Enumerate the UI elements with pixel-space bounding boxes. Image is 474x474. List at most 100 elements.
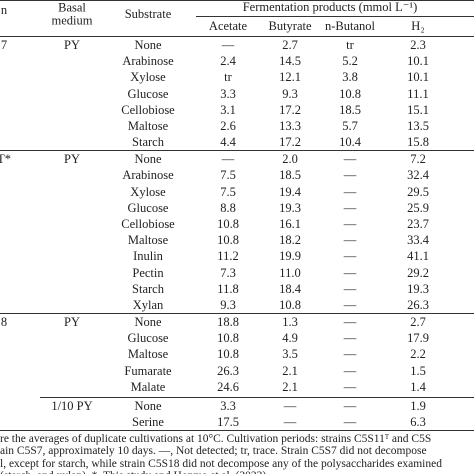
substrate: Glucose bbox=[127, 330, 169, 345]
value-cell: 3.5 bbox=[282, 347, 298, 362]
value-cell: 13.5 bbox=[407, 118, 429, 133]
value-cell: 10.8 bbox=[217, 347, 239, 362]
value-cell: 26.3 bbox=[407, 297, 429, 312]
value-cell: 2.4 bbox=[220, 53, 236, 68]
strain: 7 bbox=[0, 37, 8, 52]
value-cell: 19.3 bbox=[407, 281, 429, 296]
value-cell: — bbox=[343, 265, 357, 280]
value-cell: 11.8 bbox=[217, 281, 239, 296]
footnote-line: ain C5S7, approximately 10 days. —, Not … bbox=[0, 445, 427, 458]
value-cell: — bbox=[343, 232, 357, 247]
column-header: Butyrate bbox=[268, 18, 312, 33]
substrate-header: Substrate bbox=[124, 6, 172, 21]
value-cell: 2.7 bbox=[410, 314, 426, 329]
value-cell: 18.5 bbox=[279, 168, 301, 183]
substrate: Starch bbox=[132, 134, 164, 149]
strain-header: n bbox=[0, 2, 8, 17]
value-cell: — bbox=[343, 414, 357, 429]
substrate: None bbox=[134, 37, 162, 52]
footnote-line: re the averages of duplicate cultivation… bbox=[0, 433, 432, 446]
column-header: Acetate bbox=[208, 18, 248, 33]
value-cell: 2.6 bbox=[220, 118, 236, 133]
value-cell: — bbox=[343, 398, 357, 413]
value-cell: 3.8 bbox=[342, 70, 358, 85]
value-cell: 41.1 bbox=[407, 249, 429, 264]
rule bbox=[0, 36, 474, 37]
value-cell: 17.2 bbox=[279, 134, 301, 149]
value-cell: — bbox=[343, 347, 357, 362]
value-cell: — bbox=[343, 216, 357, 231]
value-cell: 14.5 bbox=[279, 53, 301, 68]
value-cell: 1.4 bbox=[410, 379, 426, 394]
value-cell: 9.3 bbox=[220, 297, 236, 312]
rule bbox=[40, 397, 474, 398]
value-cell: 19.9 bbox=[279, 249, 301, 264]
value-cell: tr bbox=[224, 70, 232, 85]
value-cell: 26.3 bbox=[217, 363, 239, 378]
substrate: Glucose bbox=[127, 86, 169, 101]
value-cell: — bbox=[221, 37, 235, 52]
value-cell: 1.3 bbox=[282, 314, 298, 329]
value-cell: 17.5 bbox=[217, 414, 239, 429]
value-cell: 13.3 bbox=[279, 118, 301, 133]
substrate: Arabinose bbox=[122, 168, 174, 183]
value-cell: 18.4 bbox=[279, 281, 301, 296]
value-cell: 7.3 bbox=[220, 265, 236, 280]
substrate: None bbox=[134, 151, 162, 166]
value-cell: 10.8 bbox=[279, 297, 301, 312]
value-cell: — bbox=[343, 379, 357, 394]
substrate: None bbox=[134, 314, 162, 329]
rule bbox=[0, 430, 474, 432]
value-cell: 19.3 bbox=[279, 200, 301, 215]
basal-medium: 1/10 PY bbox=[51, 398, 93, 413]
rule bbox=[0, 0, 474, 1]
value-cell: — bbox=[343, 330, 357, 345]
value-cell: — bbox=[343, 281, 357, 296]
value-cell: 17.9 bbox=[407, 330, 429, 345]
value-cell: 17.2 bbox=[279, 102, 301, 117]
substrate: Cellobiose bbox=[121, 216, 175, 231]
substrate: Maltose bbox=[127, 347, 169, 362]
footnote-line: l, except for starch, while strain C5S18… bbox=[0, 457, 442, 470]
value-cell: 2.0 bbox=[282, 151, 298, 166]
value-cell: — bbox=[343, 297, 357, 312]
value-cell: 7.5 bbox=[220, 184, 236, 199]
value-cell: 1.5 bbox=[410, 363, 426, 378]
value-cell: 3.3 bbox=[220, 398, 236, 413]
value-cell: 11.0 bbox=[279, 265, 301, 280]
rule bbox=[196, 16, 474, 17]
substrate: None bbox=[134, 398, 162, 413]
substrate: Xylose bbox=[130, 184, 166, 199]
value-cell: 12.1 bbox=[279, 70, 301, 85]
substrate: Fumarate bbox=[124, 363, 172, 378]
basal-medium: PY bbox=[64, 314, 80, 329]
value-cell: 2.7 bbox=[282, 37, 298, 52]
substrate: Inulin bbox=[133, 249, 163, 264]
value-cell: 32.4 bbox=[407, 168, 429, 183]
value-cell: 10.1 bbox=[407, 53, 429, 68]
value-cell: 4.9 bbox=[282, 330, 298, 345]
substrate: Maltose bbox=[127, 118, 169, 133]
value-cell: 5.2 bbox=[342, 53, 358, 68]
value-cell: 10.8 bbox=[217, 216, 239, 231]
column-header: n-Butanol bbox=[325, 18, 375, 33]
value-cell: 29.2 bbox=[407, 265, 429, 280]
basal-medium: PY bbox=[64, 37, 80, 52]
strain: 8 bbox=[0, 314, 8, 329]
substrate: Cellobiose bbox=[121, 102, 175, 117]
value-cell: 7.5 bbox=[220, 168, 236, 183]
basal-medium-header: Basal medium bbox=[51, 0, 93, 27]
value-cell: 11.1 bbox=[407, 86, 429, 101]
value-cell: 2.3 bbox=[410, 37, 426, 52]
value-cell: 11.2 bbox=[217, 249, 239, 264]
value-cell: 19.4 bbox=[279, 184, 301, 199]
value-cell: 10.1 bbox=[407, 70, 429, 85]
value-cell: 2.1 bbox=[282, 363, 298, 378]
value-cell: 18.8 bbox=[217, 314, 239, 329]
substrate: Xylan bbox=[132, 297, 164, 312]
substrate: Maltose bbox=[127, 232, 169, 247]
value-cell: 18.5 bbox=[339, 102, 361, 117]
value-cell: 33.4 bbox=[407, 232, 429, 247]
value-cell: 9.3 bbox=[282, 86, 298, 101]
